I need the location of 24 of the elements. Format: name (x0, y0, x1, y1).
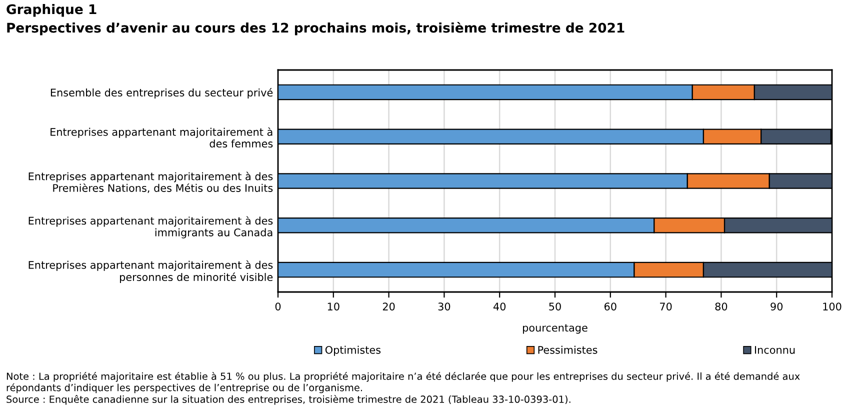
y-tick-label: Entreprises appartenant majoritairement à des immigrants au Canada (28, 216, 273, 238)
source-note: Source : Enquête canadienne sur la situation des entreprises, troisième trimestre de 2021 (Tableau 33-10-0393-01). (6, 395, 570, 405)
y-tick-label: Entreprises appartenant majoritairement à des Premières Nations, des Métis ou des Inuits (28, 172, 273, 193)
legend-label: Inconnu (755, 346, 795, 354)
x-tick-label: 10 (328, 302, 340, 310)
x-tick-label: 0 (275, 302, 281, 310)
x-tick-label: 80 (715, 302, 728, 310)
x-tick-label: 100 (823, 302, 842, 310)
text: Graphique 1 (6, 4, 96, 17)
x-tick-label: 60 (604, 302, 616, 310)
x-tick-label: 50 (549, 302, 561, 310)
chart-subtitle: Perspectives d’avenir au cours des 12 prochains mois, troisième trimestre de 2021 (7, 22, 624, 36)
x-tick-label: 30 (438, 302, 450, 310)
text: Note : La propriété majoritaire est établie à 51 % ou plus. La propriété majoritaire n’a été déclarée que pour les entreprises du secteur privé. Il a été demandé aux répondants d’indiquer les perspectives de l’entreprise ou de l’organisme. (6, 372, 800, 394)
x-tick-label: 70 (660, 302, 672, 310)
x-tick-label: 40 (493, 302, 506, 310)
x-axis-title: pourcentage (523, 324, 588, 334)
y-tick-label: Entreprises appartenant majoritairement à des femmes (50, 127, 273, 148)
x-tick-label: 90 (770, 302, 783, 310)
x-tick-label: 20 (382, 302, 395, 310)
legend-label: Optimistes (325, 346, 381, 356)
y-tick-label: Ensemble des entreprises du secteur privé (50, 88, 273, 99)
y-tick-label: Entreprises appartenant majoritairement à des personnes de minorité visible (28, 260, 273, 284)
legend-label: Pessimistes (538, 346, 598, 354)
